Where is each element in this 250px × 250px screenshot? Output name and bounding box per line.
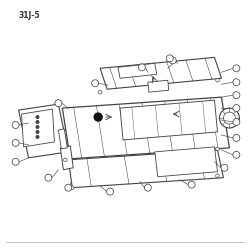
Circle shape <box>188 181 195 188</box>
Polygon shape <box>18 104 68 158</box>
Circle shape <box>36 116 39 118</box>
Text: 31J-5: 31J-5 <box>18 11 40 20</box>
Circle shape <box>216 174 219 178</box>
Polygon shape <box>120 100 218 140</box>
Circle shape <box>36 126 39 128</box>
Circle shape <box>36 121 39 123</box>
Circle shape <box>92 80 99 87</box>
Circle shape <box>233 118 240 126</box>
Polygon shape <box>155 147 218 177</box>
Circle shape <box>64 158 67 162</box>
Circle shape <box>94 113 102 121</box>
Polygon shape <box>148 80 169 92</box>
Circle shape <box>233 104 240 112</box>
Circle shape <box>70 186 74 190</box>
Circle shape <box>144 184 151 191</box>
Polygon shape <box>68 150 224 188</box>
Circle shape <box>55 100 62 106</box>
Polygon shape <box>58 129 67 149</box>
Circle shape <box>98 90 102 94</box>
Polygon shape <box>100 58 222 89</box>
Circle shape <box>65 184 72 191</box>
Circle shape <box>36 136 39 138</box>
Circle shape <box>12 158 19 165</box>
Circle shape <box>233 134 240 141</box>
Circle shape <box>12 140 19 146</box>
Circle shape <box>233 151 240 158</box>
Circle shape <box>216 78 219 82</box>
Circle shape <box>233 92 240 99</box>
Circle shape <box>233 65 240 72</box>
Circle shape <box>220 108 239 128</box>
Polygon shape <box>62 97 230 159</box>
Circle shape <box>12 122 19 128</box>
Polygon shape <box>60 146 73 170</box>
Circle shape <box>166 55 173 62</box>
Circle shape <box>45 174 52 181</box>
Circle shape <box>221 164 228 171</box>
Circle shape <box>169 57 176 64</box>
Circle shape <box>36 131 39 133</box>
Circle shape <box>106 188 114 195</box>
Circle shape <box>216 147 219 151</box>
Circle shape <box>138 64 145 71</box>
Polygon shape <box>118 63 157 78</box>
Circle shape <box>233 79 240 86</box>
Polygon shape <box>22 109 54 147</box>
